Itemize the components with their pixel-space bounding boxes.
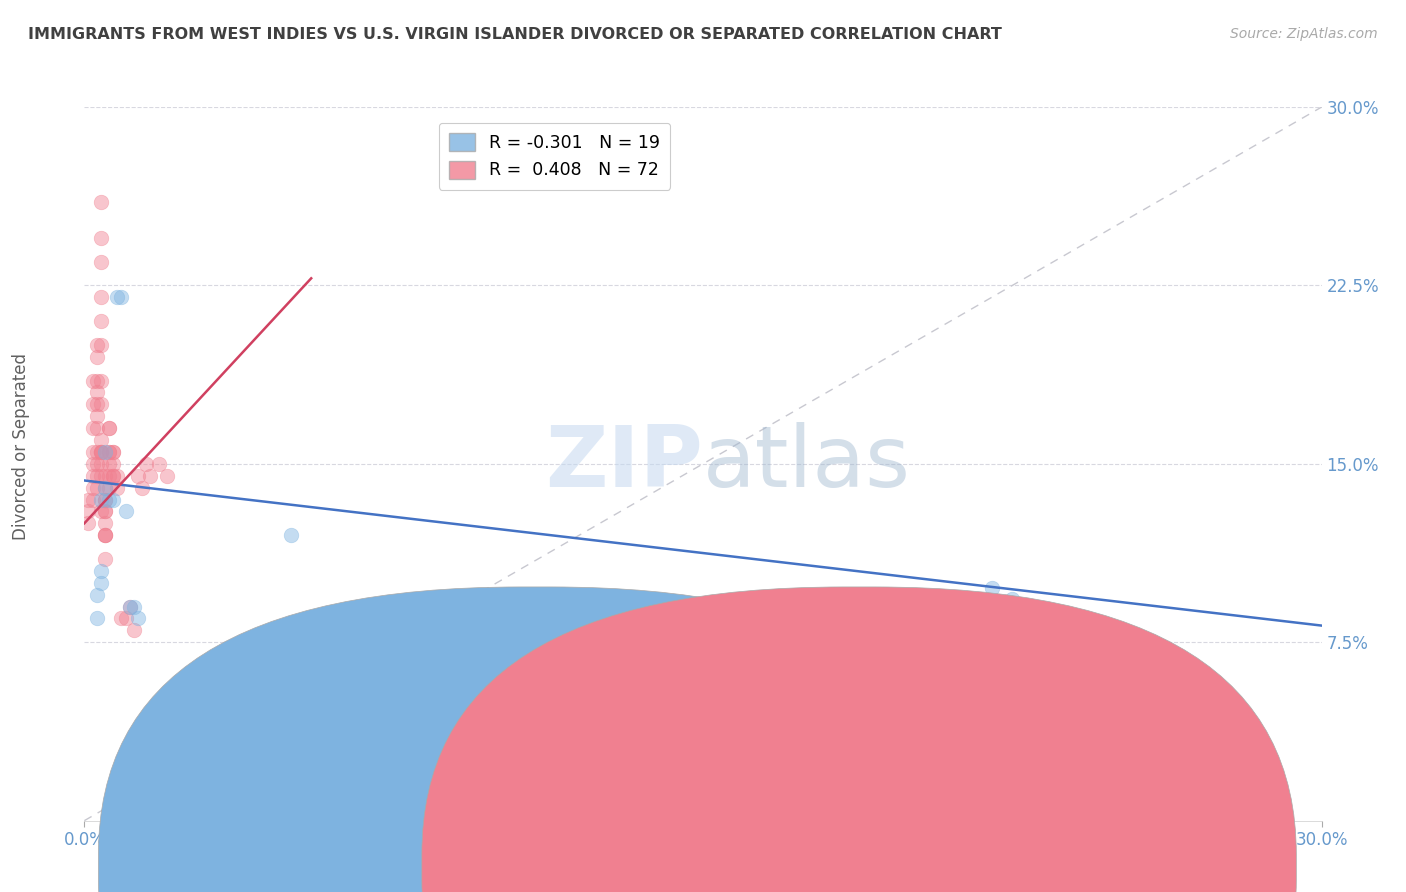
Point — [82, 468, 104, 483]
Point — [127, 611, 149, 625]
Point — [77, 504, 100, 518]
Text: IMMIGRANTS FROM WEST INDIES VS U.S. VIRGIN ISLANDER DIVORCED OR SEPARATED CORREL: IMMIGRANTS FROM WEST INDIES VS U.S. VIRG… — [28, 27, 1002, 42]
Point — [90, 575, 112, 590]
Point — [86, 468, 108, 483]
Point — [90, 445, 112, 459]
Point — [82, 374, 104, 388]
Point — [94, 552, 117, 566]
Text: ZIP: ZIP — [546, 422, 703, 506]
Point — [110, 611, 132, 625]
Point — [1001, 592, 1024, 607]
Point — [90, 290, 112, 304]
Point — [98, 492, 121, 507]
Point — [90, 254, 112, 268]
Point — [82, 492, 104, 507]
Point — [86, 338, 108, 352]
Point — [127, 468, 149, 483]
Point — [94, 528, 117, 542]
Text: atlas: atlas — [703, 422, 911, 506]
Text: Source: ZipAtlas.com: Source: ZipAtlas.com — [1230, 27, 1378, 41]
Point — [90, 314, 112, 328]
Point — [105, 481, 128, 495]
Point — [94, 528, 117, 542]
Point — [156, 468, 179, 483]
Point — [94, 481, 117, 495]
Point — [98, 457, 121, 471]
Point — [90, 397, 112, 411]
Point — [90, 468, 112, 483]
Point — [86, 374, 108, 388]
Point — [960, 592, 983, 607]
Point — [86, 588, 108, 602]
Point — [94, 516, 117, 531]
Point — [98, 445, 121, 459]
Point — [82, 397, 104, 411]
Point — [94, 504, 117, 518]
Point — [86, 611, 108, 625]
Point — [82, 457, 104, 471]
Point — [103, 468, 125, 483]
Point — [98, 468, 121, 483]
Point — [114, 611, 136, 625]
Point — [94, 528, 117, 542]
Text: Immigrants from West Indies: Immigrants from West Indies — [560, 860, 780, 874]
Point — [110, 290, 132, 304]
Point — [135, 457, 157, 471]
Point — [90, 445, 112, 459]
Point — [103, 468, 125, 483]
Point — [118, 599, 141, 614]
Point — [114, 504, 136, 518]
Point — [90, 504, 112, 518]
Point — [86, 409, 108, 424]
Point — [118, 599, 141, 614]
Point — [90, 433, 112, 447]
Point — [86, 421, 108, 435]
Point — [77, 516, 100, 531]
Point — [94, 468, 117, 483]
Point — [94, 481, 117, 495]
Point — [86, 350, 108, 364]
Point — [98, 481, 121, 495]
Point — [122, 624, 145, 638]
Point — [105, 290, 128, 304]
Point — [90, 445, 112, 459]
Point — [103, 445, 125, 459]
Point — [103, 492, 125, 507]
Point — [98, 445, 121, 459]
Legend: R = -0.301   N = 19, R =  0.408   N = 72: R = -0.301 N = 19, R = 0.408 N = 72 — [439, 123, 671, 190]
Point — [90, 338, 112, 352]
Point — [90, 231, 112, 245]
Point — [82, 481, 104, 495]
Point — [86, 397, 108, 411]
Point — [86, 445, 108, 459]
Point — [94, 445, 117, 459]
Point — [90, 564, 112, 578]
Point — [90, 195, 112, 210]
Point — [103, 445, 125, 459]
Point — [90, 457, 112, 471]
Point — [280, 528, 302, 542]
Point — [105, 468, 128, 483]
Point — [148, 457, 170, 471]
Point — [98, 421, 121, 435]
Point — [90, 492, 112, 507]
Point — [98, 421, 121, 435]
Point — [82, 421, 104, 435]
Point — [131, 481, 153, 495]
Point — [103, 457, 125, 471]
Point — [86, 481, 108, 495]
Point — [139, 468, 162, 483]
Point — [77, 492, 100, 507]
Text: U.S. Virgin Islanders: U.S. Virgin Islanders — [883, 860, 1036, 874]
Point — [980, 581, 1002, 595]
Point — [94, 504, 117, 518]
Point — [90, 374, 112, 388]
Point — [94, 492, 117, 507]
Point — [94, 492, 117, 507]
Text: Divorced or Separated: Divorced or Separated — [13, 352, 30, 540]
Point — [82, 445, 104, 459]
Point — [86, 385, 108, 400]
Point — [122, 599, 145, 614]
Point — [86, 457, 108, 471]
